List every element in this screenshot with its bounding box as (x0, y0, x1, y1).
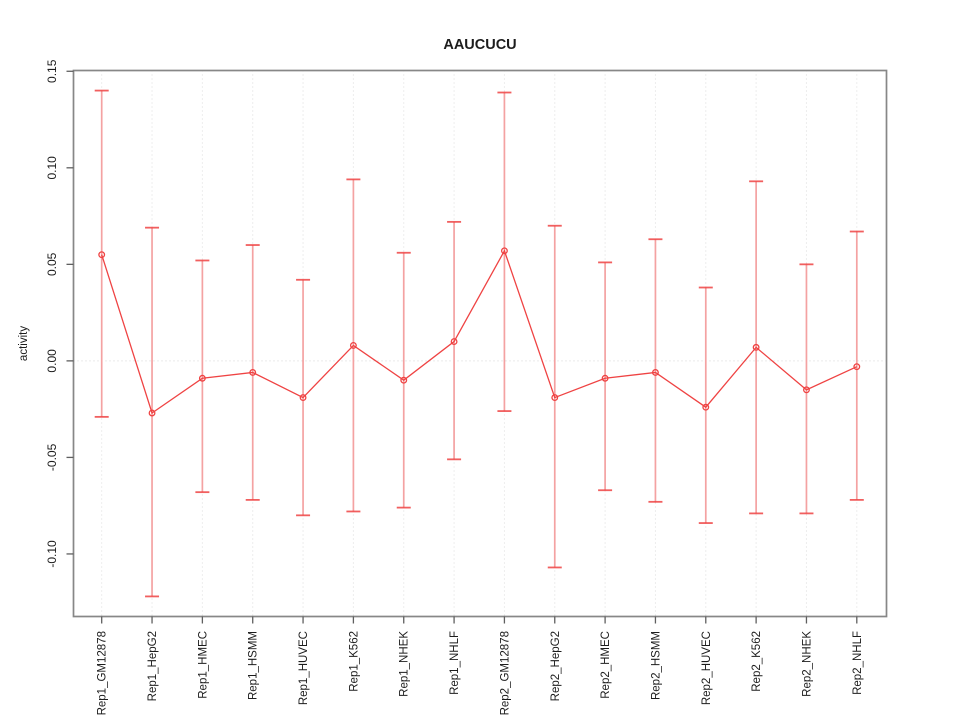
series-line (101, 249, 858, 415)
y-tick-label: 0.00 (45, 349, 59, 373)
y-axis-label: activity (18, 326, 30, 361)
data-point-marker (400, 376, 408, 384)
data-point-marker (601, 374, 609, 382)
y-tick-label: 0.15 (45, 59, 59, 83)
data-point-marker (450, 338, 458, 346)
y-tick-label: 0.05 (45, 252, 59, 276)
gridlines-layer (73, 70, 887, 617)
data-point-marker (198, 374, 206, 382)
y-tick-label: -0.05 (45, 443, 59, 471)
x-category-label: Rep1_GM12878 (97, 631, 109, 715)
x-category-label: Rep2_NHLF (852, 631, 864, 695)
x-category-label: Rep1_HepG2 (147, 631, 159, 701)
x-category-label: Rep2_HMEC (600, 631, 612, 699)
chart-title: AAUCUCU (443, 37, 516, 53)
plot-frame (72, 69, 888, 618)
axes-layer: -0.10 -0.05 0.00 0.05 0.10 0.15 Rep1_GM12878 Re… (45, 59, 888, 715)
x-category-label: Rep2_GM12878 (499, 631, 511, 715)
x-category-label: Rep1_HMEC (197, 631, 209, 699)
data-point-marker (803, 386, 810, 394)
y-tick-label: -0.10 (45, 540, 59, 568)
x-category-label: Rep1_HUVEC (298, 631, 310, 705)
data-point-marker (349, 341, 357, 349)
data-point-marker (299, 394, 307, 402)
x-category-label: Rep1_K562 (348, 631, 360, 692)
x-category-label: Rep1_NHEK (399, 631, 411, 697)
data-point-marker (702, 403, 710, 411)
x-category-label: Rep2_HUVEC (701, 631, 713, 705)
data-point-marker (500, 247, 508, 255)
data-point-marker (249, 369, 257, 376)
data-point-marker (752, 343, 760, 351)
x-category-label: Rep2_NHEK (801, 631, 813, 697)
x-category-label: Rep1_NHLF (449, 631, 461, 695)
error-bar-series-layer (94, 89, 864, 598)
y-tick-label: 0.10 (45, 156, 59, 180)
x-category-label: Rep2_HSMM (650, 631, 662, 700)
x-category-label: Rep2_HepG2 (550, 631, 562, 701)
data-point-marker (651, 369, 659, 376)
data-point-marker (98, 251, 106, 259)
data-point-marker (148, 409, 156, 417)
data-point-marker (853, 363, 861, 371)
x-category-label: Rep1_HSMM (248, 631, 260, 700)
x-category-label: Rep2_K562 (751, 631, 763, 692)
data-point-marker (551, 394, 559, 402)
